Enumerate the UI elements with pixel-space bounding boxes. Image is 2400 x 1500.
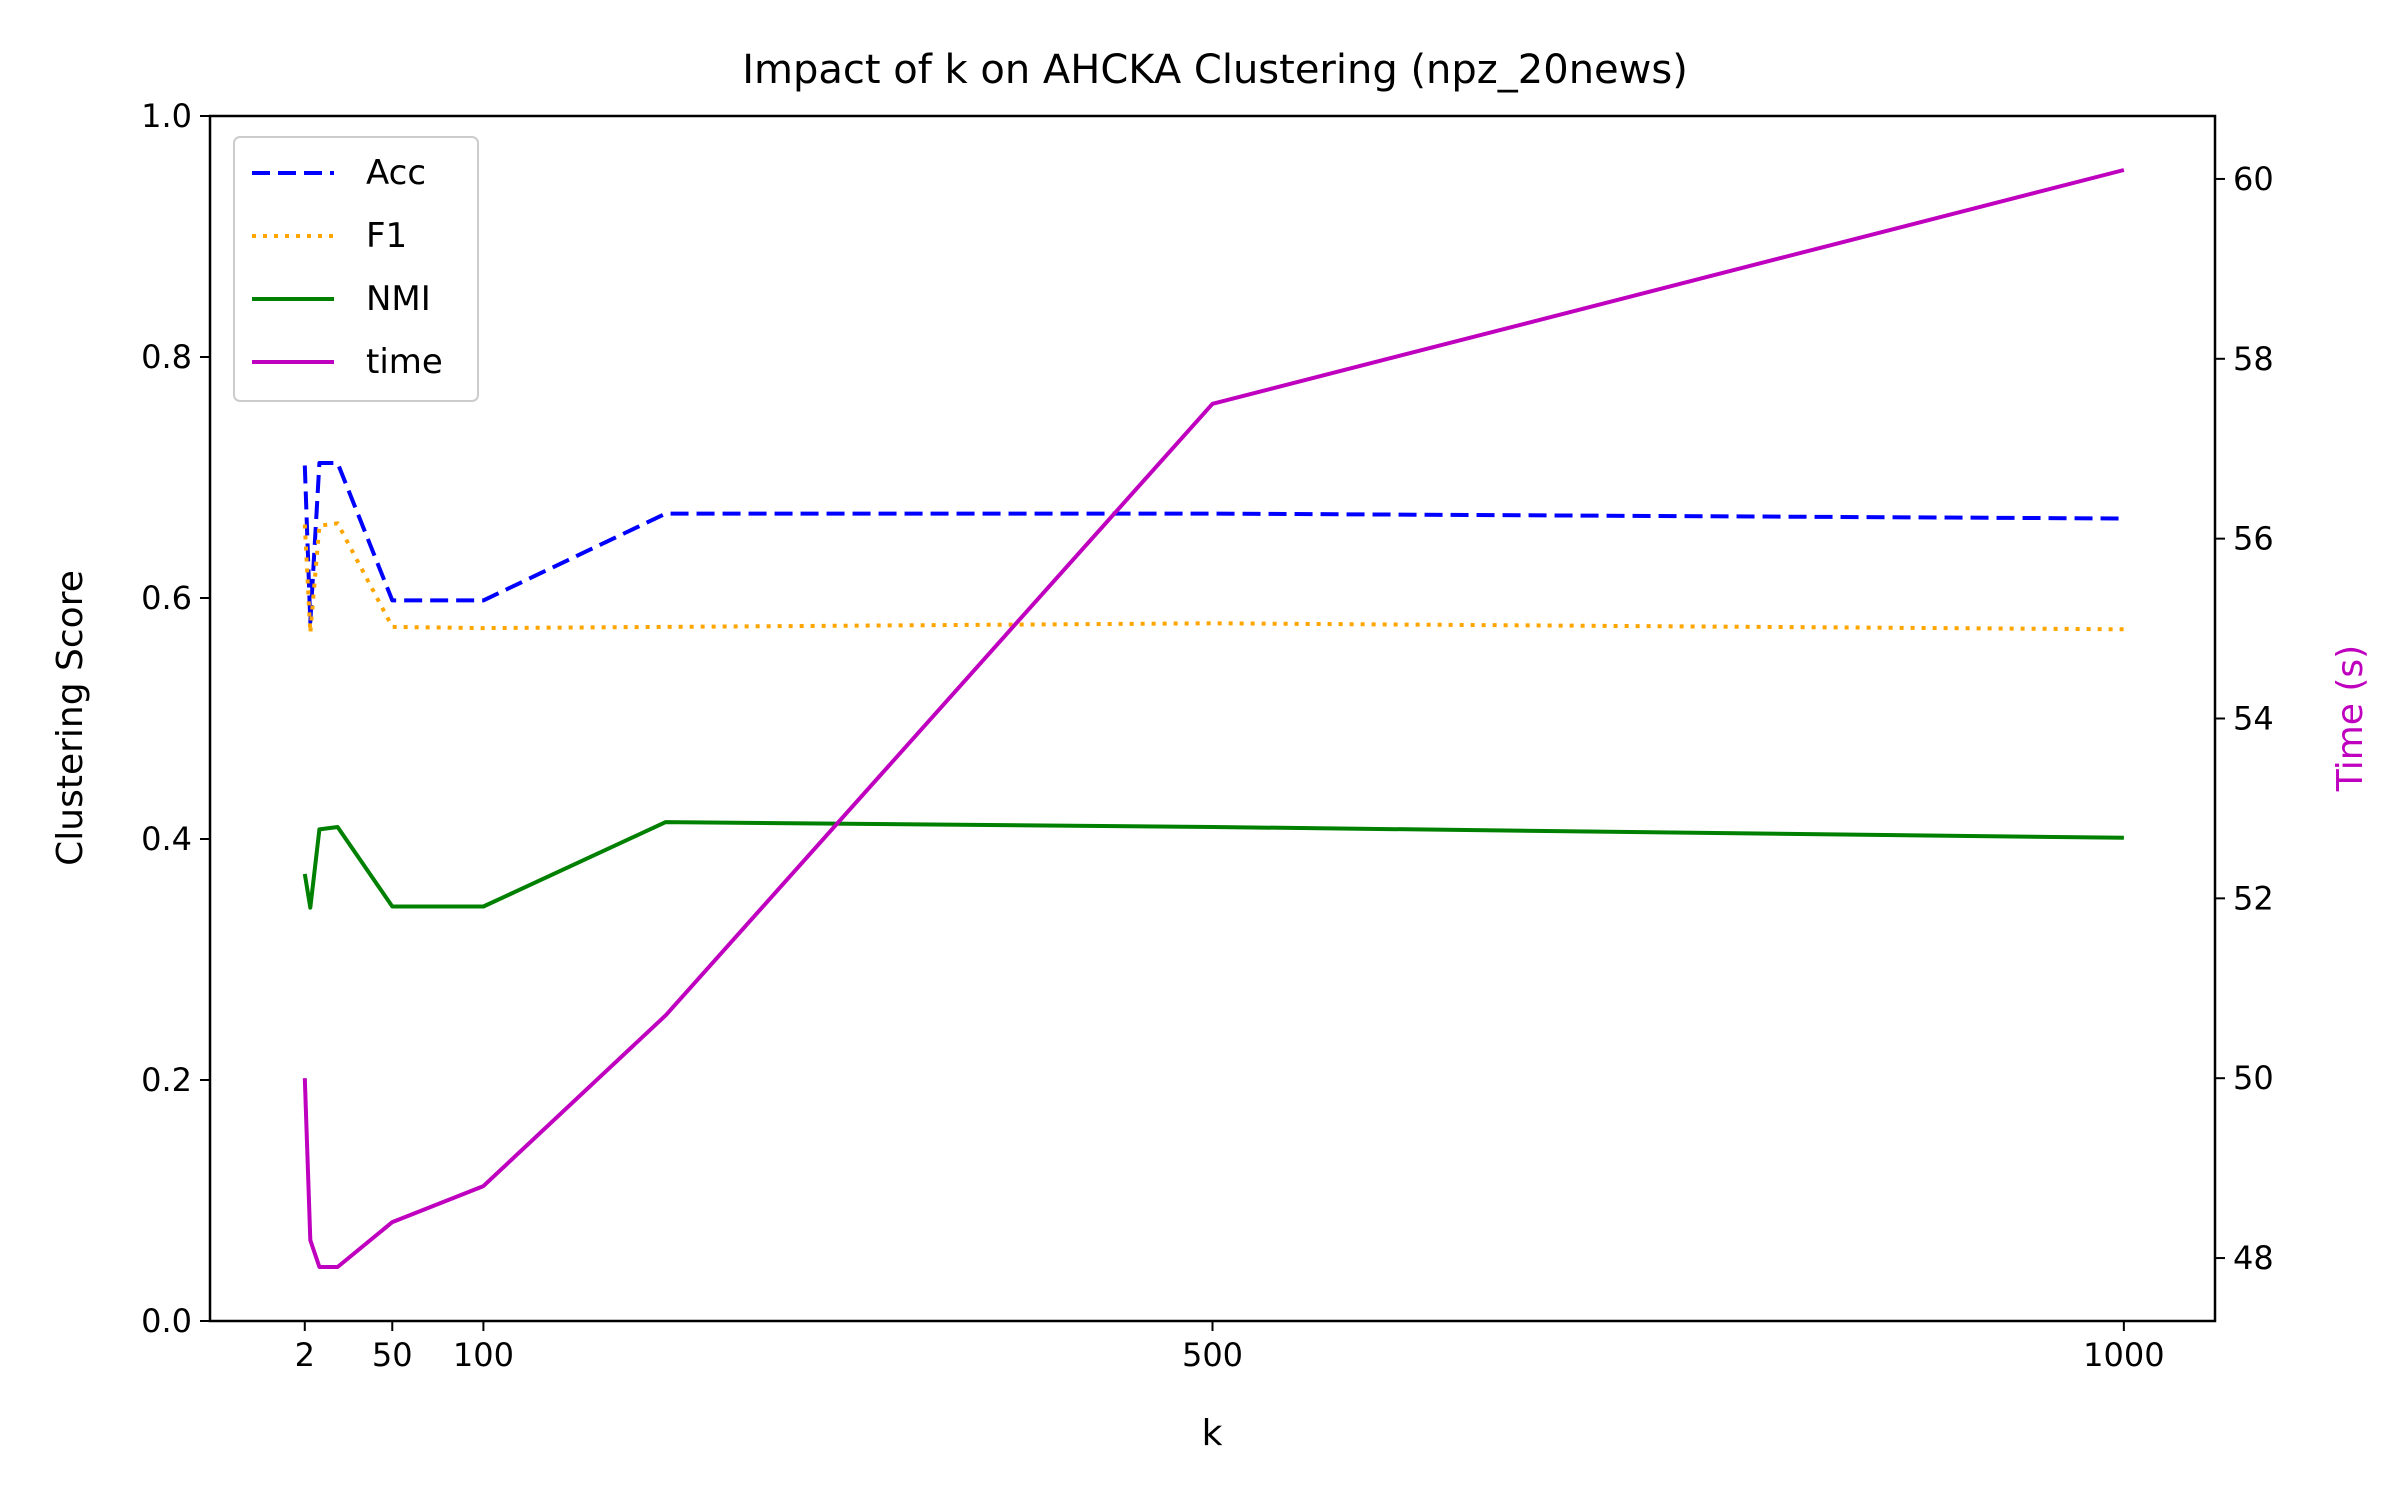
y2-tick-label: 56: [2233, 520, 2274, 558]
y2-tick-label: 48: [2233, 1239, 2274, 1277]
legend-label-acc: Acc: [366, 153, 426, 193]
series-line-acc: [302, 461, 2124, 625]
right-y-axis-ticks: 48 50 52 54 56 58 60: [2215, 160, 2274, 1277]
x-tick-label: 100: [453, 1336, 514, 1374]
x-axis-ticks: 2 50 100 500 1000: [295, 1321, 2165, 1374]
legend: Acc F1 NMI time: [233, 136, 479, 402]
y-tick-label: 1.0: [141, 97, 192, 135]
y-tick-label: 0.2: [141, 1061, 192, 1099]
legend-label-f1: F1: [366, 216, 407, 256]
legend-label-nmi: NMI: [366, 279, 431, 319]
left-y-axis-ticks: 0.0 0.2 0.4 0.6 0.8 1.0: [141, 97, 210, 1340]
x-tick-label: 50: [372, 1336, 413, 1374]
y2-tick-label: 54: [2233, 700, 2274, 738]
series-line-time: [302, 168, 2125, 1269]
y-tick-label: 0.6: [141, 579, 192, 617]
y2-tick-label: 58: [2233, 340, 2274, 378]
y2-tick-label: 52: [2233, 879, 2274, 917]
y-tick-label: 0.0: [141, 1302, 192, 1340]
legend-label-time: time: [366, 342, 443, 382]
series-layer: [302, 168, 2125, 1269]
y2-axis-label: Time (s): [2330, 645, 2371, 792]
x-tick-label: 1000: [2083, 1336, 2164, 1374]
x-tick-label: 500: [1182, 1336, 1243, 1374]
y-axis-label: Clustering Score: [50, 570, 91, 866]
y2-tick-label: 60: [2233, 160, 2274, 198]
y-tick-label: 0.8: [141, 338, 192, 376]
series-line-f1: [302, 521, 2124, 635]
y-tick-label: 0.4: [141, 820, 192, 858]
x-tick-label: 2: [295, 1336, 315, 1374]
chart-title: Impact of k on AHCKA Clustering (npz_20n…: [742, 47, 1688, 93]
plot-area: [208, 114, 2217, 1323]
y2-tick-label: 50: [2233, 1059, 2274, 1097]
legend-box: [233, 136, 479, 402]
x-axis-label: k: [1202, 1413, 1223, 1454]
series-line-nmi: [302, 820, 2124, 910]
